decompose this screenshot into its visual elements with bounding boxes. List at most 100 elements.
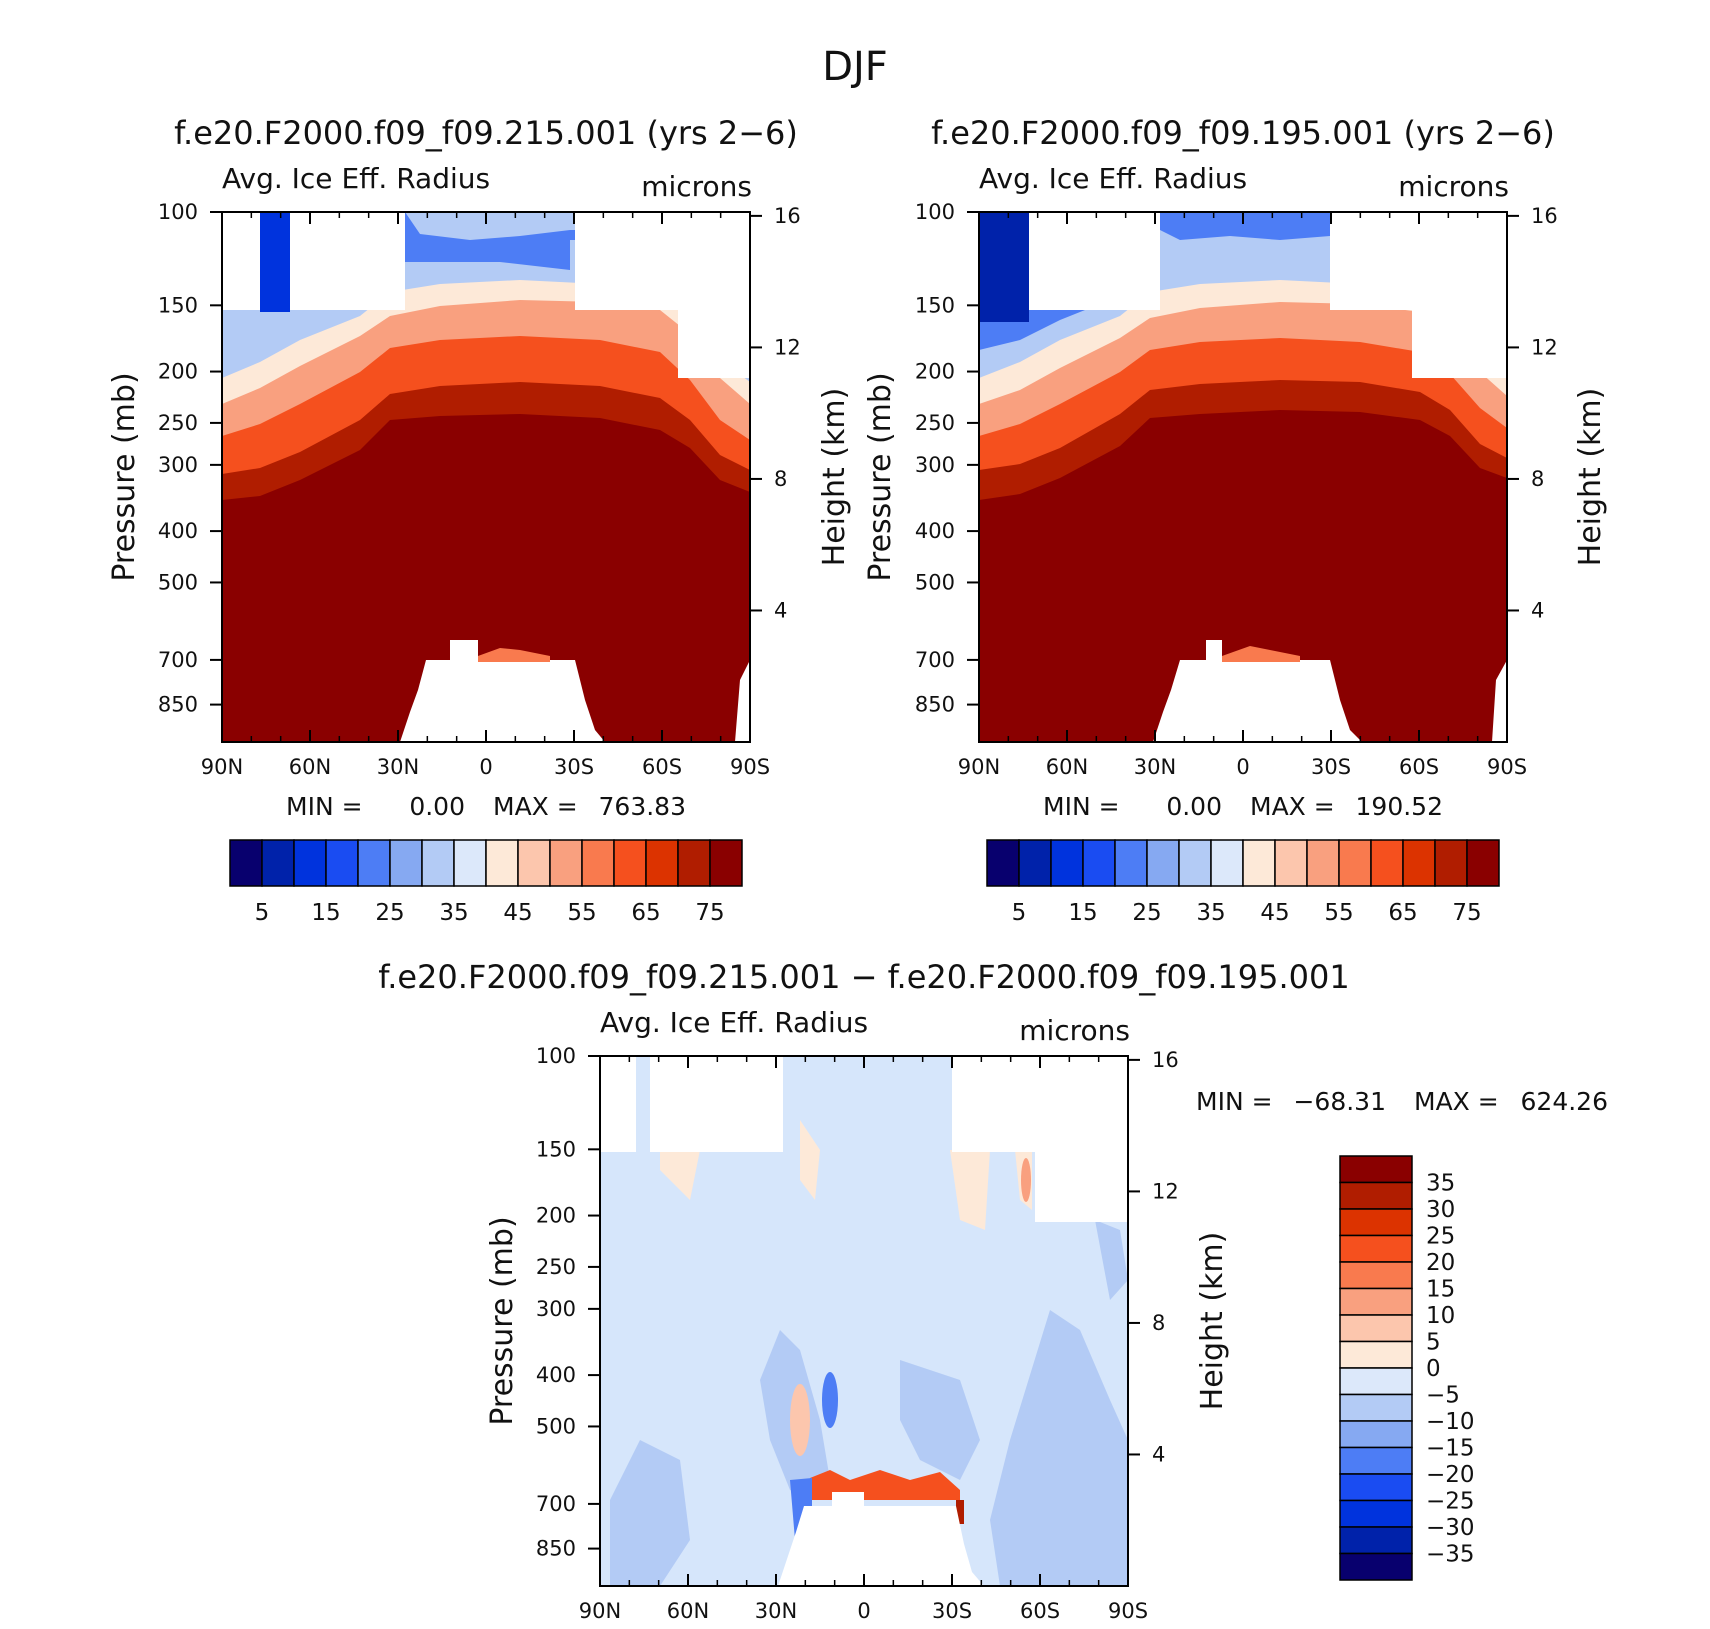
colorbar-label-7: 75: [695, 900, 724, 926]
colorbar-label-1: 30: [1426, 1197, 1455, 1223]
y-right-tick-label-3: 4: [1531, 598, 1544, 622]
colorbar-swatch-1: [1339, 1181, 1413, 1210]
colorbar-swatch-3: [1082, 839, 1116, 887]
y-tick-label-2: 200: [915, 360, 955, 384]
colorbar-swatch-7: [453, 839, 487, 887]
colorbar-swatch-5: [1339, 1287, 1413, 1316]
x-tick-label-5: 60S: [1399, 755, 1439, 779]
y-right-tick-label-2: 8: [1152, 1311, 1165, 1335]
y-right-tick-label-1: 12: [1152, 1179, 1179, 1203]
y-tick-label-1: 150: [536, 1137, 576, 1161]
y-tick-label-6: 500: [158, 570, 198, 594]
colorbar-swatch-12: [613, 839, 647, 887]
colorbar-label-9: −10: [1426, 1409, 1475, 1435]
y-tick-label-7: 700: [915, 648, 955, 672]
colorbar-label-10: −15: [1426, 1436, 1475, 1462]
colorbar-swatch-7: [1339, 1340, 1413, 1369]
y-right-tick-label-0: 16: [774, 204, 801, 228]
colorbar-label-3: 20: [1426, 1250, 1455, 1276]
colorbar-label-3: 35: [1196, 900, 1225, 926]
panel-b-ylabel-right: Height (km): [1573, 388, 1608, 567]
y-tick-label-7: 700: [536, 1492, 576, 1516]
panel-c-min-label: MIN =: [1196, 1087, 1273, 1116]
colorbar-swatch-6: [421, 839, 455, 887]
y-tick-label-1: 150: [915, 293, 955, 317]
panel-c-band-low-5: [1095, 1220, 1128, 1300]
x-tick-label-1: 60N: [1046, 755, 1088, 779]
colorbar-swatch-3: [1339, 1234, 1413, 1263]
y-tick-label-2: 200: [536, 1204, 576, 1228]
panel-c-band-edge-red: [956, 1500, 964, 1524]
panel-c-band-low-2: [990, 1310, 1128, 1586]
panel-a-strip-blue: [260, 212, 290, 312]
panel-a-hotspot: [478, 648, 550, 662]
colorbar-label-6: 65: [631, 900, 660, 926]
x-tick-label-4: 30S: [1311, 755, 1351, 779]
panel-c-max-value: 624.26: [1521, 1087, 1608, 1116]
colorbar-swatch-15: [709, 839, 743, 887]
panel-c-min-value: −68.31: [1293, 1087, 1386, 1116]
panel-b-missing-top: [1029, 212, 1507, 378]
colorbar-label-11: −20: [1426, 1462, 1475, 1488]
panel-b-max-value: 190.52: [1356, 792, 1443, 821]
colorbar-label-5: 55: [1324, 900, 1353, 926]
panel-b-max-label: MAX =: [1250, 792, 1335, 821]
panel-b-colorbar: 5 15 25 35 45 55 65 75: [986, 839, 1500, 926]
panel-a-missing-terrain: [400, 640, 750, 742]
x-tick-label-0: 90N: [201, 755, 243, 779]
panel-c-units: microns: [1019, 1014, 1130, 1047]
panel-b: f.e20.F2000.f09_f09.195.001 (yrs 2−6) Av…: [863, 114, 1608, 926]
panel-c-band-pos-spot: [1021, 1158, 1031, 1202]
colorbar-swatch-8: [485, 839, 519, 887]
panel-c-max-label: MAX =: [1414, 1087, 1499, 1116]
panel-c-band-pos-upper: [660, 1120, 1032, 1230]
panel-a-y-axis-right: 16 12 8 4: [750, 204, 801, 622]
colorbar-swatch-11: [1339, 1446, 1413, 1475]
colorbar-label-3: 35: [439, 900, 468, 926]
colorbar-swatch-13: [645, 839, 679, 887]
colorbar-label-4: 15: [1426, 1277, 1455, 1303]
colorbar-label-7: 75: [1452, 900, 1481, 926]
y-tick-label-4: 300: [536, 1297, 576, 1321]
x-tick-label-2: 30N: [377, 755, 419, 779]
colorbar-swatch-11: [1338, 839, 1372, 887]
x-tick-label-3: 0: [857, 1599, 870, 1623]
panel-a-y-axis: 100 150 200 250 300 400 500 700 850: [158, 200, 222, 717]
colorbar-swatch-11: [581, 839, 615, 887]
colorbar-label-0: 5: [1012, 900, 1027, 926]
x-tick-label-4: 30S: [554, 755, 594, 779]
colorbar-swatch-4: [1114, 839, 1148, 887]
y-right-tick-label-0: 16: [1152, 1048, 1179, 1072]
colorbar-label-0: 5: [255, 900, 270, 926]
panel-c-x-axis: 90N 60N 30N 0 30S 60S 90S: [579, 1056, 1148, 1623]
panel-b-y-axis: 100 150 200 250 300 400 500 700 850: [915, 200, 979, 717]
x-tick-label-3: 0: [1236, 755, 1249, 779]
panel-a-max-value: 763.83: [599, 792, 686, 821]
panel-a-x-axis: 90N 60N 30N 0 30S 60S 90S: [201, 212, 770, 779]
y-tick-label-8: 850: [915, 693, 955, 717]
colorbar-label-1: 15: [311, 900, 340, 926]
panel-a-min-label: MIN =: [286, 792, 363, 821]
colorbar-label-7: 0: [1426, 1356, 1441, 1382]
colorbar-swatch-12: [1339, 1473, 1413, 1502]
panel-a-min-value: 0.00: [409, 792, 465, 821]
colorbar-label-5: 55: [567, 900, 596, 926]
y-tick-label-5: 400: [158, 519, 198, 543]
panel-a-max-label: MAX =: [493, 792, 578, 821]
x-tick-label-4: 30S: [932, 1599, 972, 1623]
colorbar-swatch-8: [1339, 1367, 1413, 1396]
colorbar-label-2: 25: [375, 900, 404, 926]
y-tick-label-4: 300: [915, 453, 955, 477]
colorbar-label-2: 25: [1132, 900, 1161, 926]
panel-c-stats: MIN = −68.31 MAX = 624.26: [1196, 1087, 1608, 1116]
colorbar-swatch-6: [1178, 839, 1212, 887]
colorbar-label-2: 25: [1426, 1224, 1455, 1250]
panel-a-variable: Avg. Ice Eff. Radius: [222, 162, 490, 195]
panel-b-hotspot: [1222, 646, 1300, 662]
y-tick-label-6: 500: [915, 570, 955, 594]
colorbar-swatch-7: [1210, 839, 1244, 887]
panel-a-missing-top: [222, 212, 750, 378]
panel-a-colorbar: 5 15 25 35 45 55 65 75: [229, 839, 743, 926]
colorbar-swatch-2: [293, 839, 327, 887]
